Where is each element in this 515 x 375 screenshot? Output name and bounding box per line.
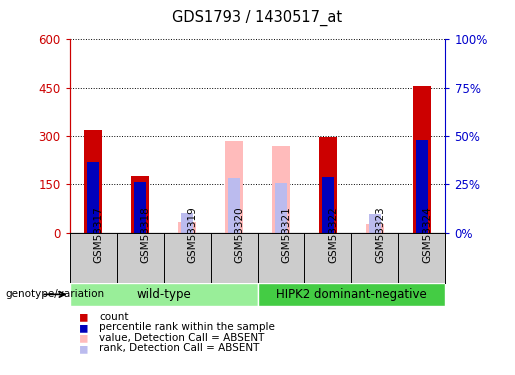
Text: GSM53320: GSM53320 [234,207,244,263]
Bar [131,176,149,232]
Text: wild-type: wild-type [136,288,191,301]
Bar [87,162,99,232]
Text: GSM53324: GSM53324 [422,207,432,263]
Text: GSM53318: GSM53318 [140,207,150,263]
Bar [416,140,428,232]
Bar [178,222,196,232]
Bar [225,141,244,232]
Bar [83,129,102,232]
Bar [319,136,337,232]
Bar [134,182,146,232]
Text: ■: ■ [80,310,88,323]
Text: ■: ■ [80,321,88,334]
Bar [271,146,290,232]
Text: GSM53317: GSM53317 [93,207,103,263]
Bar [413,86,432,232]
Text: GSM53321: GSM53321 [281,207,291,263]
Text: HIPK2 dominant-negative: HIPK2 dominant-negative [276,288,427,301]
Bar [369,214,381,232]
Text: GDS1793 / 1430517_at: GDS1793 / 1430517_at [173,9,342,26]
Bar [258,283,445,306]
Text: value, Detection Call = ABSENT: value, Detection Call = ABSENT [99,333,265,343]
Text: ■: ■ [80,332,88,344]
Text: GSM53323: GSM53323 [375,207,385,263]
Bar [322,177,334,232]
Bar [275,183,287,232]
Text: ■: ■ [80,342,88,355]
Text: GSM53319: GSM53319 [187,207,197,263]
Bar [70,283,258,306]
Text: count: count [99,312,129,322]
Text: genotype/variation: genotype/variation [5,290,104,299]
Text: percentile rank within the sample: percentile rank within the sample [99,322,276,332]
Bar [181,213,193,232]
Bar [366,224,384,232]
Bar [228,178,240,232]
Text: rank, Detection Call = ABSENT: rank, Detection Call = ABSENT [99,344,260,353]
Text: GSM53322: GSM53322 [328,207,338,263]
